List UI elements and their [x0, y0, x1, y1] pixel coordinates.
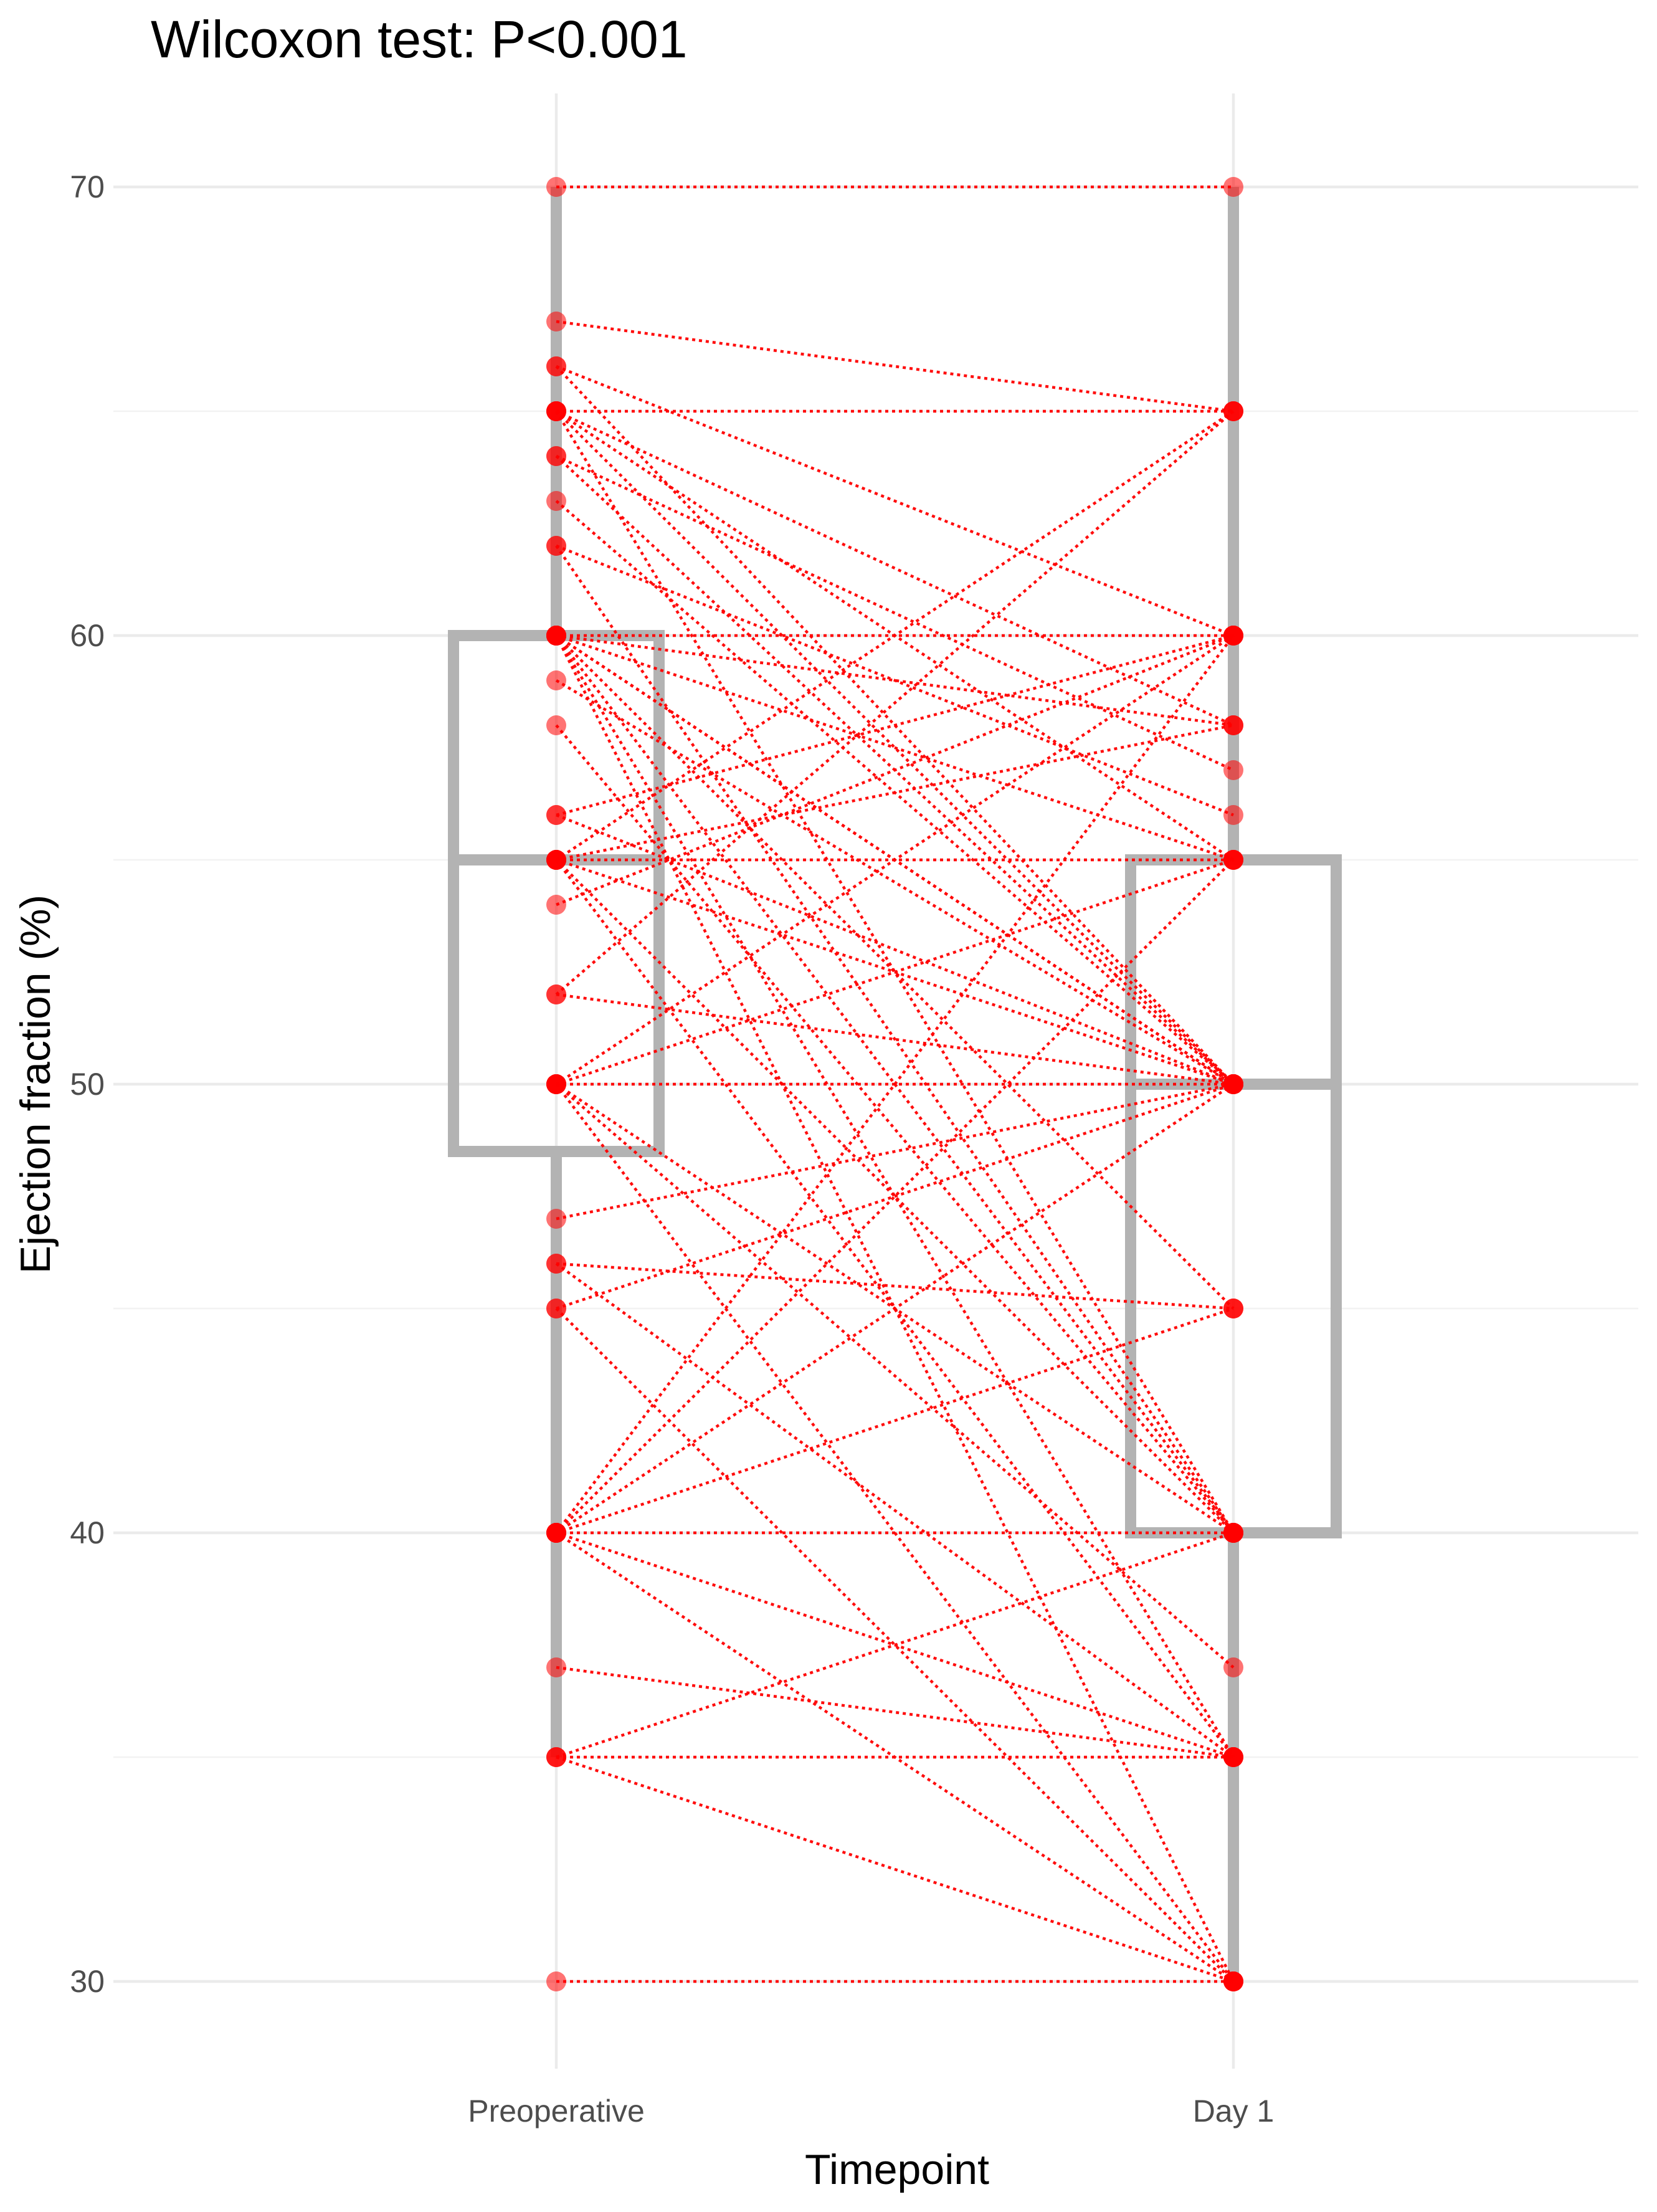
y-tick-label: 60	[70, 618, 105, 653]
data-point-preoperative	[546, 1074, 566, 1094]
y-tick-label: 40	[70, 1515, 105, 1550]
data-points	[546, 177, 1243, 1991]
paired-line	[555, 859, 1235, 1534]
paired-line	[555, 1083, 1235, 1534]
data-point-day1	[1223, 1299, 1243, 1318]
data-point-preoperative	[546, 850, 566, 870]
y-tick-label: 50	[70, 1067, 105, 1102]
paired-line	[556, 813, 1234, 1086]
data-point-preoperative	[546, 895, 566, 915]
paired-line	[556, 634, 1234, 907]
paired-line	[555, 410, 1235, 1534]
data-point-day1	[1223, 1657, 1243, 1677]
paired-line	[555, 410, 1235, 861]
paired-line	[556, 1307, 1234, 1535]
x-tick-labels: Preoperative Day 1	[468, 2094, 1274, 2129]
data-point-preoperative	[546, 1747, 566, 1767]
data-point-preoperative	[546, 1209, 566, 1229]
paired-line	[556, 365, 1234, 637]
data-point-preoperative	[546, 984, 566, 1004]
data-point-preoperative	[546, 536, 566, 556]
paired-line	[556, 993, 1234, 1086]
data-point-preoperative	[546, 1254, 566, 1274]
data-point-day1	[1223, 177, 1243, 197]
paired-line	[556, 634, 1234, 862]
data-point-preoperative	[546, 1299, 566, 1318]
paired-line	[555, 634, 1235, 1758]
paired-line	[555, 679, 1235, 1085]
data-point-preoperative	[546, 1657, 566, 1677]
paired-line	[555, 545, 1235, 1534]
data-point-preoperative	[546, 491, 566, 511]
data-point-preoperative	[546, 446, 566, 466]
paired-line	[555, 859, 1235, 1534]
paired-line	[556, 1082, 1234, 1221]
paired-line	[556, 1666, 1234, 1759]
data-point-preoperative	[546, 1523, 566, 1543]
data-point-preoperative	[546, 670, 566, 690]
paired-line	[556, 320, 1234, 413]
paired-line	[555, 410, 1235, 996]
data-point-day1	[1223, 805, 1243, 825]
data-point-preoperative	[546, 805, 566, 825]
data-point-day1	[1223, 626, 1243, 646]
data-point-preoperative	[546, 715, 566, 735]
grid-lines	[113, 93, 1638, 2069]
paired-line	[556, 544, 1234, 817]
x-tick-label: Day 1	[1193, 2094, 1275, 2129]
paired-lines	[554, 185, 1235, 1983]
paired-line	[556, 409, 1234, 727]
y-axis-title: Ejection fraction (%)	[12, 895, 59, 1274]
data-point-day1	[1223, 715, 1243, 735]
y-tick-label: 30	[70, 1964, 105, 1999]
data-point-day1	[1223, 760, 1243, 780]
data-point-preoperative	[546, 312, 566, 331]
x-tick-label: Preoperative	[468, 2094, 645, 2129]
data-point-day1	[1223, 1523, 1243, 1543]
data-point-day1	[1223, 401, 1243, 421]
data-point-preoperative	[546, 1971, 566, 1991]
paired-line	[556, 634, 1234, 727]
paired-line	[555, 1262, 1235, 1758]
data-point-preoperative	[546, 177, 566, 197]
data-point-preoperative	[546, 356, 566, 376]
chart-title: Wilcoxon test: P<0.001	[151, 10, 687, 69]
paired-line	[556, 1531, 1234, 1759]
paired-line	[555, 1083, 1235, 1669]
data-point-day1	[1223, 1747, 1243, 1767]
y-tick-label: 70	[70, 169, 105, 204]
paired-line	[556, 634, 1234, 817]
paired-line	[556, 454, 1234, 772]
data-point-day1	[1223, 1074, 1243, 1094]
paired-line	[555, 634, 1235, 1534]
y-tick-labels: 30 40 50 60 70	[70, 169, 105, 1999]
data-point-day1	[1223, 850, 1243, 870]
data-point-preoperative	[546, 401, 566, 421]
x-axis-title: Timepoint	[805, 2146, 989, 2193]
paired-line	[556, 723, 1234, 862]
paired-line	[555, 634, 1235, 1085]
paired-line	[556, 1755, 1234, 1983]
paired-line	[556, 858, 1234, 1086]
paired-line	[555, 724, 1235, 1534]
paired-line	[556, 1082, 1234, 1310]
data-point-day1	[1223, 1971, 1243, 1991]
data-point-preoperative	[546, 626, 566, 646]
